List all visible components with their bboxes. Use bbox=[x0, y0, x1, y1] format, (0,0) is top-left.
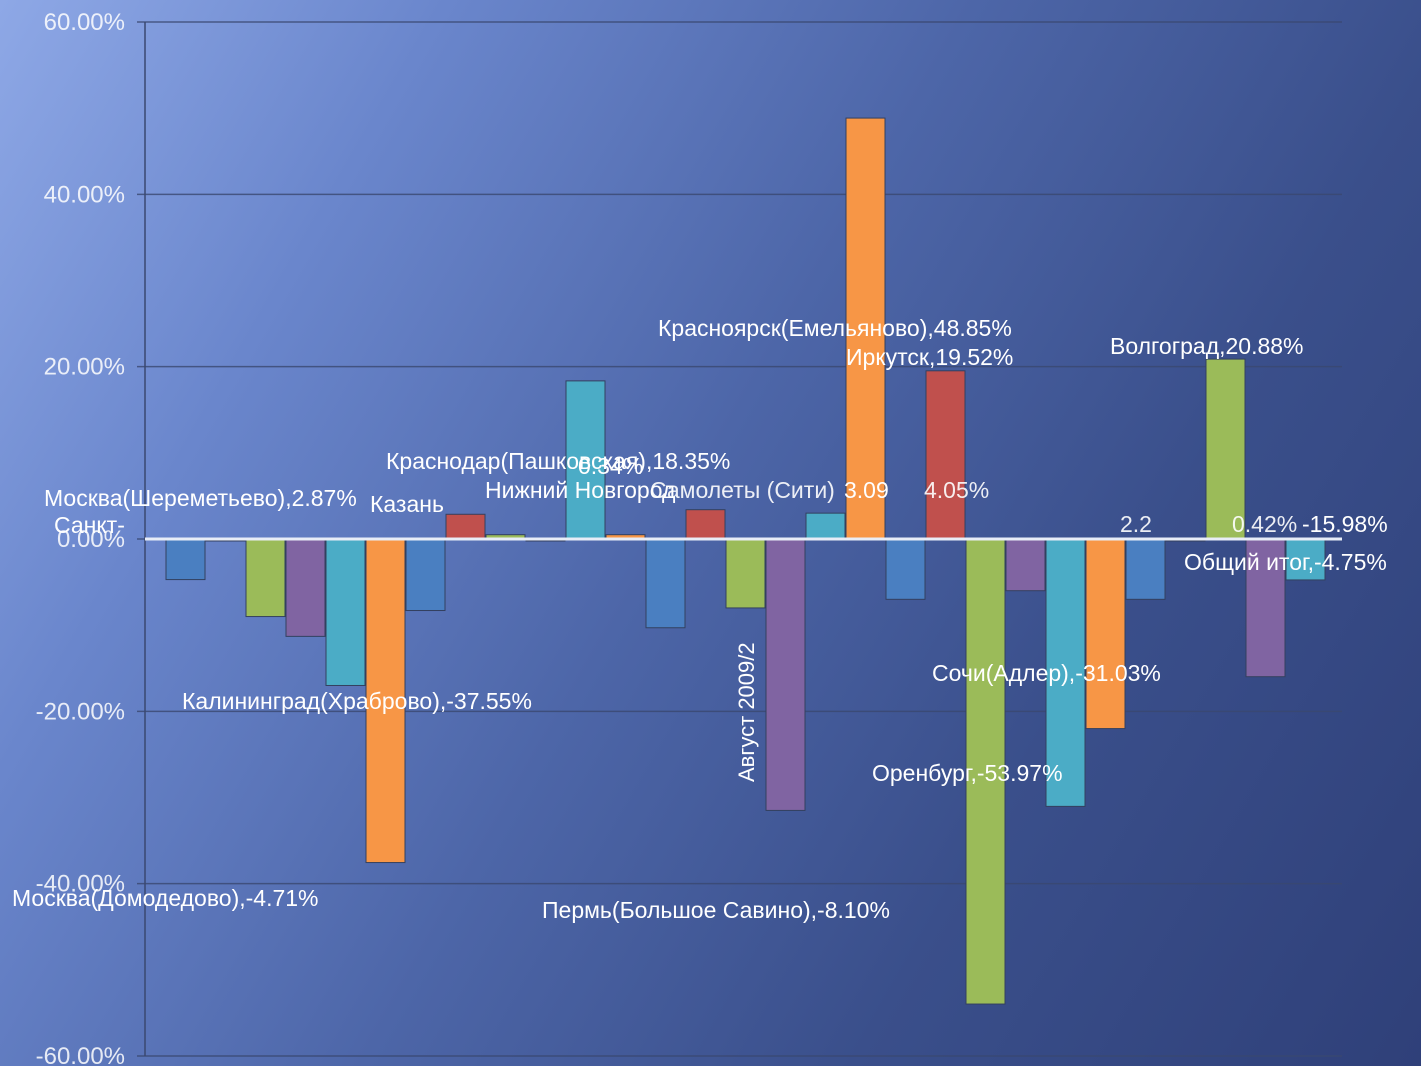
bar bbox=[765, 538, 806, 811]
bar bbox=[1205, 358, 1246, 540]
data-label: Оренбург,-53.97% bbox=[872, 760, 1063, 786]
bar bbox=[365, 538, 406, 864]
data-label: 3.09 bbox=[844, 477, 889, 503]
bar bbox=[565, 380, 606, 540]
bar bbox=[645, 538, 686, 629]
bar bbox=[245, 538, 286, 618]
bar bbox=[1125, 538, 1166, 600]
bars bbox=[145, 117, 1342, 1005]
overlap-labels: 4.05% Самолеты (Сити) 2.2 0.42% bbox=[650, 477, 1297, 537]
bar bbox=[445, 513, 486, 540]
data-label: Иркутск,19.52% bbox=[846, 344, 1013, 370]
data-label: 0.34% bbox=[578, 453, 643, 479]
data-label: Казань bbox=[370, 491, 444, 517]
data-label: Москва(Шереметьево),2.87% bbox=[44, 485, 357, 511]
bar bbox=[1045, 538, 1086, 807]
bar bbox=[965, 538, 1006, 1005]
y-tick-label: -60.00% bbox=[36, 1043, 125, 1066]
y-tick-label: -40.00% bbox=[36, 871, 125, 898]
bar bbox=[325, 538, 366, 686]
bar bbox=[725, 538, 766, 609]
bar bbox=[285, 538, 326, 637]
data-label: -15.98% bbox=[1302, 511, 1388, 537]
data-label: Сочи(Адлер),-31.03% bbox=[932, 660, 1161, 686]
overlap-label: 0.42% bbox=[1232, 511, 1297, 537]
y-tick-label: 60.00% bbox=[44, 9, 125, 36]
data-label: Пермь(Большое Савино),-8.10% bbox=[542, 897, 890, 923]
bar bbox=[1085, 538, 1126, 730]
bar bbox=[805, 512, 846, 540]
y-tick-label: 0.00% bbox=[57, 526, 125, 553]
y-tick-label: 20.00% bbox=[44, 354, 125, 381]
overlap-label: 4.05% bbox=[924, 477, 989, 503]
y-axis: -60.00% -40.00% -20.00% 0.00% 20.00% 40.00% 60… bbox=[36, 9, 146, 1066]
data-label: Общий итог,-4.75% bbox=[1184, 549, 1387, 575]
bar bbox=[885, 538, 926, 600]
bar bbox=[685, 509, 726, 540]
data-label: Красноярск(Емельяново),48.85% bbox=[658, 315, 1012, 341]
data-label: Калининград(Храброво),-37.55% bbox=[182, 688, 532, 714]
bar bbox=[165, 538, 206, 581]
bar bbox=[1005, 538, 1046, 592]
data-label: Волгоград,20.88% bbox=[1110, 333, 1304, 359]
data-label: Краснодар(Пашковская),18.35% bbox=[386, 448, 730, 474]
bar bbox=[405, 538, 446, 612]
data-labels: Москва(Домодедово),-4.71% Санкт- Калинингр… bbox=[12, 315, 1388, 923]
overlap-label: Самолеты (Сити) bbox=[650, 477, 835, 503]
data-label: Санкт- bbox=[54, 512, 125, 538]
y-tick-label: 40.00% bbox=[44, 181, 125, 208]
bar bbox=[1245, 538, 1286, 678]
category-axis-label: Август 2009/2 bbox=[734, 642, 759, 782]
data-label: Нижний Новгород bbox=[485, 477, 676, 503]
bar bbox=[925, 370, 966, 540]
y-tick-label: -20.00% bbox=[36, 698, 125, 725]
overlap-label: 2.2 bbox=[1120, 511, 1152, 537]
bar bbox=[845, 117, 886, 540]
data-label: Москва(Домодедово),-4.71% bbox=[12, 885, 319, 911]
